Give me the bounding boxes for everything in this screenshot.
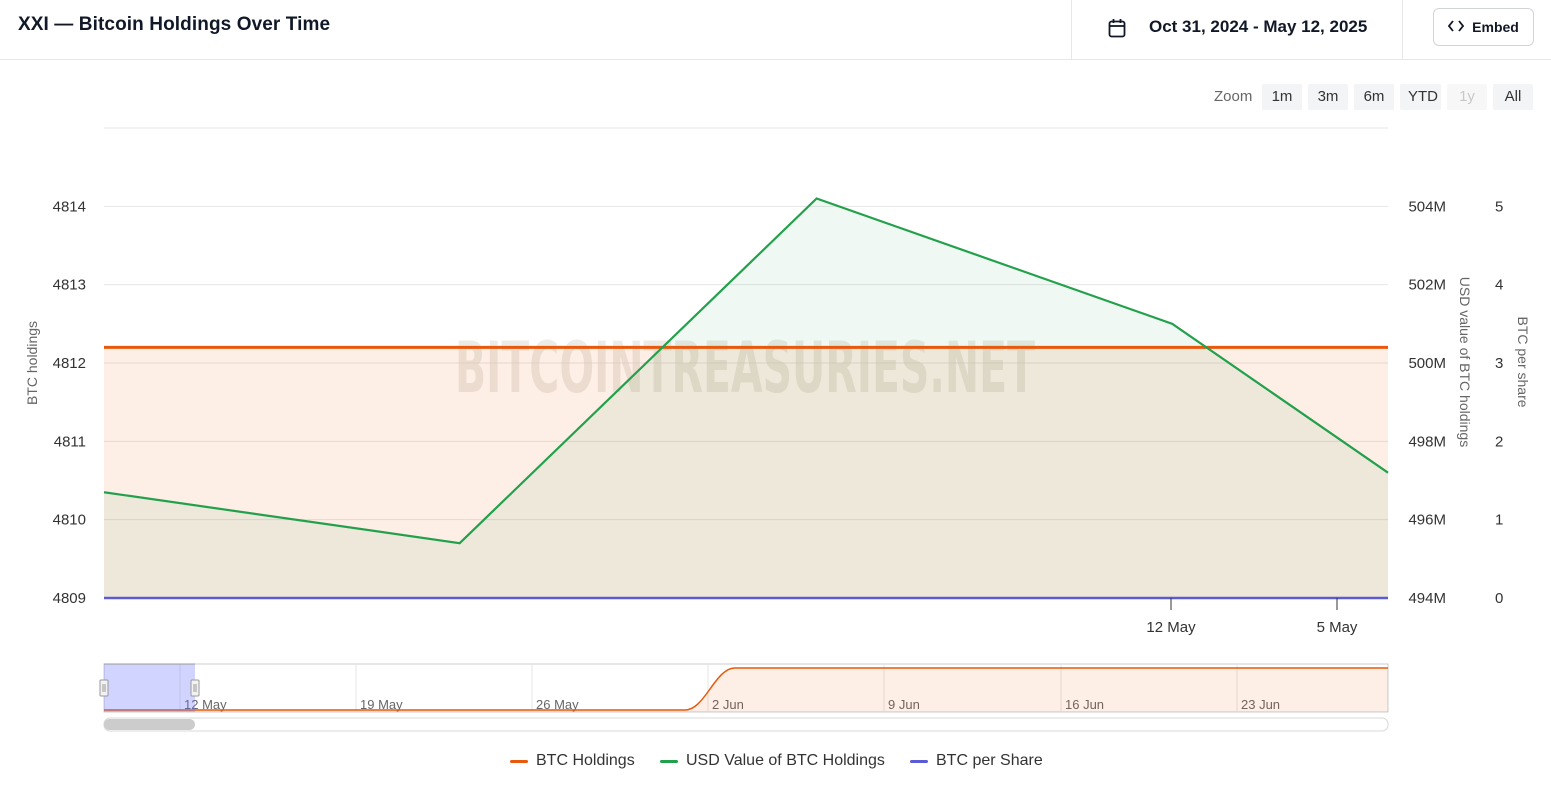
scrollbar-track [103,717,1389,732]
code-icon [1448,19,1465,36]
navigator-tick-label: 9 Jun [888,697,920,712]
y-tick-per-share: 3 [1495,355,1503,372]
zoom-6m-button[interactable]: 6m [1354,84,1394,110]
y-axis-title-left: BTC holdings [24,321,40,405]
navigator-line [104,667,1388,711]
embed-label: Embed [1472,19,1519,35]
legend: BTC Holdings USD Value of BTC Holdings B… [0,752,1551,776]
legend-label: USD Value of BTC Holdings [686,752,885,769]
watermark: BITCOINTREASURIES.NET [455,327,1035,409]
y-axis-title-per-share: BTC per share [1515,316,1531,407]
y-tick-usd: 500M [1408,355,1446,372]
x-tick-label: 5 May [1317,619,1358,636]
x-tick-label: 12 May [1146,619,1196,636]
navigator-tick-label: 12 May [184,697,227,712]
zoom-1m-button[interactable]: 1m [1262,84,1302,110]
legend-label: BTC Holdings [536,752,635,769]
btc-holdings-area [104,347,1388,598]
y-axis-title-usd: USD value of BTC holdings [1457,277,1473,447]
navigator-tick-label: 23 Jun [1241,697,1280,712]
legend-swatch [510,759,528,763]
y-tick-usd: 504M [1408,198,1446,215]
legend-item-usd-value[interactable]: USD Value of BTC Holdings [660,752,885,770]
y-tick-left: 4812 [53,355,86,372]
y-tick-per-share: 1 [1495,512,1503,529]
navigator-tick-label: 26 May [536,697,579,712]
navigator-handle [190,679,200,697]
usd-value-line [103,197,1389,545]
scrollbar-thumb [104,719,195,730]
calendar-icon [1108,18,1126,43]
legend-item-btc-holdings[interactable]: BTC Holdings [510,752,635,770]
usd-value-area [104,198,1388,598]
y-tick-per-share: 5 [1495,198,1503,215]
date-range-text: Oct 31, 2024 - May 12, 2025 [1149,17,1368,36]
page-title: XXI — Bitcoin Holdings Over Time [18,14,331,35]
y-tick-usd: 502M [1408,277,1446,294]
zoom-all-button[interactable]: All [1493,84,1533,110]
y-tick-usd: 498M [1408,433,1446,450]
navigator-tick-label: 19 May [360,697,403,712]
y-tick-left: 4811 [54,433,86,450]
navigator-frame [103,663,1389,713]
navigator-tick-label: 2 Jun [712,697,744,712]
legend-swatch [910,759,928,763]
y-tick-per-share: 0 [1495,590,1503,607]
y-tick-usd: 494M [1408,590,1446,607]
navigator-selection [104,664,195,712]
y-tick-left: 4810 [53,512,86,529]
header: XXI — Bitcoin Holdings Over Time Oct 31,… [0,0,1551,60]
zoom-1y-button: 1y [1447,84,1487,110]
legend-swatch [660,759,678,763]
zoom-label: Zoom [1214,88,1253,105]
embed-button[interactable]: Embed [1433,8,1534,46]
y-tick-usd: 496M [1408,512,1446,529]
legend-item-btc-per-share[interactable]: BTC per Share [910,752,1043,770]
y-tick-per-share: 2 [1495,433,1503,450]
navigator-area [104,668,1388,712]
y-tick-left: 4809 [53,590,86,607]
date-range-picker[interactable]: Oct 31, 2024 - May 12, 2025 [1071,0,1403,59]
navigator-handle [99,679,109,697]
y-tick-per-share: 4 [1495,277,1503,294]
legend-label: BTC per Share [936,752,1043,769]
navigator-tick-label: 16 Jun [1065,697,1104,712]
y-tick-left: 4813 [53,277,86,294]
y-tick-left: 4814 [53,198,86,215]
zoom-ytd-button[interactable]: YTD [1400,84,1441,110]
zoom-3m-button[interactable]: 3m [1308,84,1348,110]
